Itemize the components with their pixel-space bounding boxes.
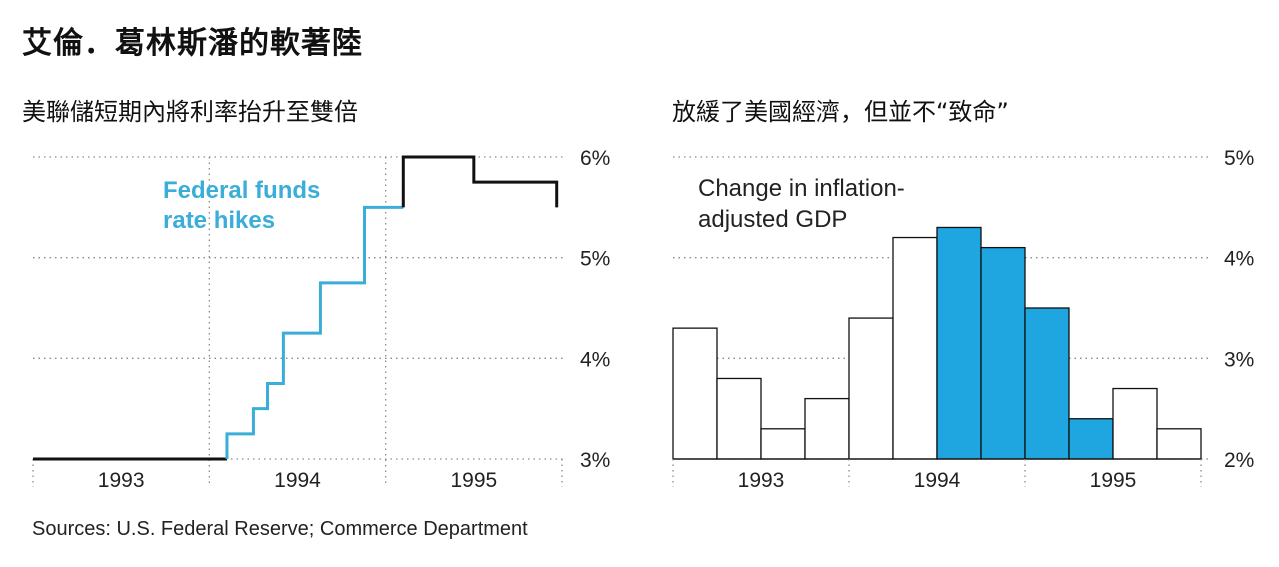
left-year-label: 1995 bbox=[450, 469, 497, 492]
left-year-label: 1994 bbox=[274, 469, 321, 492]
gdp-bar bbox=[1156, 428, 1202, 460]
right-year-label: 1993 bbox=[738, 469, 785, 492]
right-y-tick-label: 5% bbox=[1224, 147, 1254, 170]
gdp-bar bbox=[892, 236, 938, 460]
right-y-tick-label: 4% bbox=[1224, 248, 1254, 271]
left-x-tick-labels: 1993 1994 1995 bbox=[98, 469, 497, 492]
left-y-tick-label: 3% bbox=[580, 449, 610, 472]
left-y-tick-label: 6% bbox=[580, 147, 610, 170]
left-annotation-line-1: Federal funds bbox=[163, 177, 320, 204]
gdp-bar bbox=[980, 246, 1026, 460]
right-x-tick-labels: 1993 1994 1995 bbox=[738, 469, 1137, 492]
left-series-lines bbox=[33, 155, 559, 461]
gdp-change-chart: 2% 3% 4% 5% 1993 1994 1995 Change in inflatio… bbox=[672, 147, 1254, 492]
left-annotation-line-2: rate hikes bbox=[163, 207, 275, 234]
gdp-bar bbox=[716, 377, 762, 460]
right-chart-subtitle: 放緩了美國經濟，但並不“致命” bbox=[672, 98, 1009, 126]
right-annotation-line-1: Change in inflation- bbox=[698, 175, 905, 202]
left-y-tick-labels: 3% 4% 5% 6% bbox=[580, 147, 610, 472]
right-y-tick-label: 3% bbox=[1224, 348, 1254, 371]
left-year-label: 1993 bbox=[98, 469, 145, 492]
right-annotation-line-2: adjusted GDP bbox=[698, 206, 847, 233]
right-x-tick-marks bbox=[672, 459, 1202, 487]
gdp-bar bbox=[1024, 307, 1070, 460]
left-x-tick-marks bbox=[32, 157, 563, 487]
left-y-tick-label: 4% bbox=[580, 348, 610, 371]
source-note: Sources: U.S. Federal Reserve; Commerce … bbox=[32, 518, 528, 540]
right-y-tick-label: 2% bbox=[1224, 449, 1254, 472]
rate-step-line bbox=[225, 205, 404, 459]
right-y-tick-labels: 2% 3% 4% 5% bbox=[1224, 147, 1254, 472]
gdp-bar bbox=[848, 317, 894, 460]
rate-step-line bbox=[401, 155, 559, 208]
gdp-bar bbox=[760, 428, 806, 460]
fed-funds-rate-chart: 3% 4% 5% 6% 1993 1994 1995 Federal funds rate… bbox=[32, 147, 610, 492]
page-title: 艾倫．葛林斯潘的軟著陸 bbox=[22, 26, 363, 61]
gdp-bar bbox=[936, 226, 982, 460]
right-bars bbox=[672, 226, 1202, 460]
gdp-bar bbox=[804, 397, 850, 460]
left-y-tick-label: 5% bbox=[580, 248, 610, 271]
gdp-bar bbox=[1112, 387, 1158, 460]
gdp-bar bbox=[672, 327, 718, 460]
gdp-bar bbox=[1068, 418, 1114, 460]
right-year-label: 1994 bbox=[914, 469, 961, 492]
right-year-label: 1995 bbox=[1090, 469, 1137, 492]
left-chart-subtitle: 美聯儲短期內將利率抬升至雙倍 bbox=[22, 98, 358, 126]
